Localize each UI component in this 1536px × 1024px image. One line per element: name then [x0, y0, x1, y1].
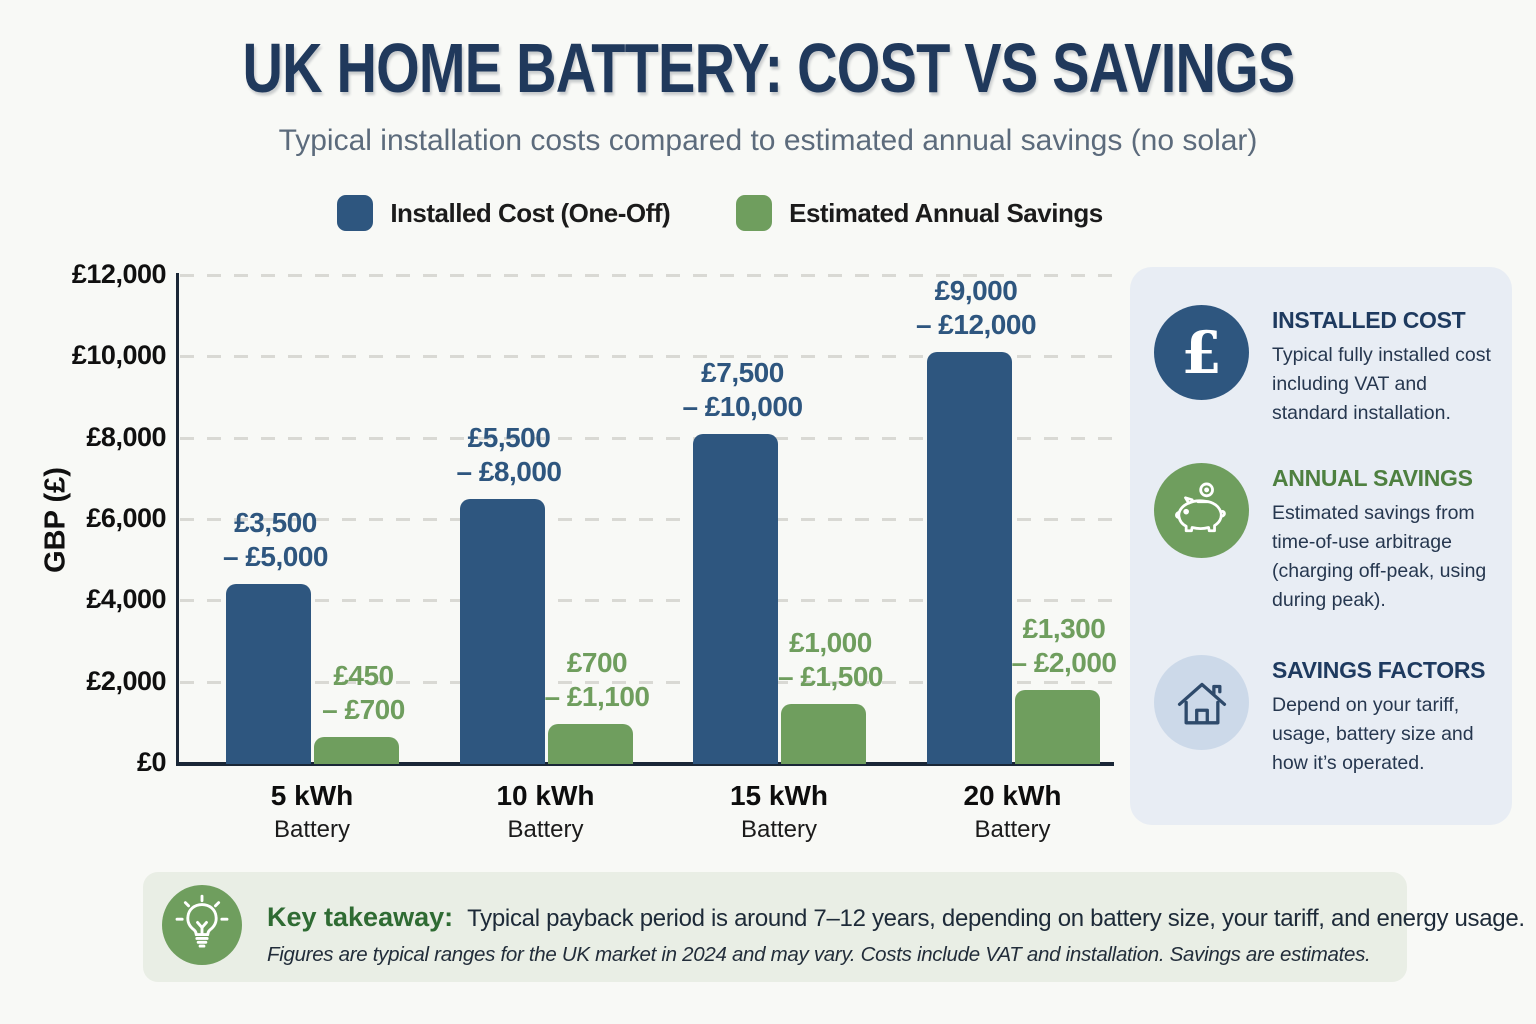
house-icon	[1154, 655, 1249, 750]
y-tick-label: £10,000	[71, 340, 167, 371]
legend-label: Estimated Annual Savings	[789, 197, 1103, 228]
sidebar-item-body: Typical fully installed cost including V…	[1272, 344, 1491, 424]
takeaway-footnote: Figures are typical ranges for the UK ma…	[267, 943, 1371, 966]
sidebar-item-heading: INSTALLED COST	[1272, 307, 1466, 333]
page-title-text: UK HOME BATTERY: COST VS SAVINGS	[242, 29, 1295, 107]
bar-range-label: £450 – £700	[322, 659, 405, 725]
bar-savings-5kWh	[314, 736, 399, 764]
bar-savings-15kWh	[781, 704, 866, 764]
x-axis-label-15kWh: 15 kWh Battery	[679, 780, 879, 844]
takeaway-label: Key takeaway:	[267, 902, 454, 932]
y-tick-label: £2,000	[86, 665, 166, 696]
x-axis-category: 15 kWh	[729, 780, 829, 811]
x-axis-sublabel: Battery	[273, 816, 351, 843]
x-axis-category: 20 kWh	[963, 780, 1062, 811]
sidebar-item-heading: SAVINGS FACTORS	[1272, 657, 1486, 683]
sidebar-item-text: SAVINGS FACTORS Depend on your tariff, us…	[1272, 657, 1498, 778]
y-tick-label: £4,000	[86, 584, 166, 615]
y-tick-label: £0	[136, 747, 167, 777]
y-axis-line	[176, 273, 179, 765]
key-takeaway-box: Key takeaway: Typical payback period is a…	[143, 872, 1525, 982]
bar-range-label: £7,500 – £10,000	[682, 356, 803, 422]
gridline-10000	[180, 355, 1112, 359]
x-axis-sublabel: Battery	[507, 816, 584, 843]
piggy-bank-icon	[1154, 463, 1249, 558]
pound-icon: £	[1154, 305, 1249, 400]
x-axis-label-10kWh: 10 kWh Battery	[446, 780, 646, 844]
y-tick-label: £12,000	[71, 259, 167, 289]
x-axis-sublabel: Battery	[974, 816, 1051, 843]
chart-legend: Installed Cost (One-Off) Estimated Annual…	[0, 195, 1488, 231]
bar-savings-20kWh	[1014, 689, 1100, 764]
x-axis-line	[176, 762, 1114, 766]
sidebar-item-text: INSTALLED COST Typical fully installed co…	[1272, 307, 1498, 428]
gridline-6000	[180, 518, 1112, 521]
bar-cost-20kWh	[926, 352, 1012, 764]
bar-range-label: £3,500 – £5,000	[223, 507, 329, 573]
gridline-8000	[180, 436, 1112, 440]
y-axis-title: GBP (£)	[39, 467, 72, 573]
bar-cost-10kWh	[459, 498, 545, 764]
x-axis-category: 5 kWh	[270, 780, 354, 811]
bar-range-label: £5,500 – £8,000	[456, 421, 563, 487]
gridline-2000	[180, 680, 1112, 684]
lightbulb-icon	[162, 885, 242, 965]
sidebar-item-heading: ANNUAL SAVINGS	[1272, 465, 1473, 491]
sidebar-item-body: Depend on your tariff, usage, battery si…	[1272, 694, 1474, 774]
gridline-4000	[180, 599, 1112, 603]
bar-cost-15kWh	[693, 433, 778, 764]
x-axis-label-20kWh: 20 kWh Battery	[913, 780, 1113, 844]
legend-item-0: Installed Cost (One-Off)	[337, 195, 671, 231]
legend-swatch-icon	[736, 195, 773, 231]
bar-range-label: £700 – £1,100	[544, 647, 651, 713]
takeaway-text: Typical payback period is around 7–12 ye…	[467, 905, 1525, 932]
sidebar-item-text: ANNUAL SAVINGS Estimated savings from tim…	[1272, 465, 1498, 615]
x-axis-label-5kWh: 5 kWh Battery	[212, 780, 412, 844]
page-title: UK HOME BATTERY: COST VS SAVINGS	[0, 28, 1536, 108]
bar-range-label: £1,300 – £2,000	[1011, 612, 1118, 678]
x-axis-category: 10 kWh	[496, 780, 595, 811]
x-axis-sublabel: Battery	[740, 816, 818, 843]
legend-label: Installed Cost (One-Off)	[390, 197, 671, 228]
gridline-12000	[180, 274, 1112, 277]
bar-savings-10kWh	[547, 724, 633, 764]
page-subtitle: Typical installation costs compared to e…	[278, 124, 1258, 157]
sidebar-item-body: Estimated savings from time-of-use arbit…	[1272, 502, 1487, 611]
bar-range-label: £9,000 – £12,000	[915, 275, 1037, 341]
y-tick-label: £8,000	[86, 421, 166, 452]
legend-swatch-icon	[337, 195, 374, 231]
legend-item-1: Estimated Annual Savings	[736, 195, 1103, 231]
info-sidebar: £ INSTALLED COST Typical fully installed c…	[1130, 267, 1512, 825]
bar-range-label: £1,000 – £1,500	[778, 627, 884, 693]
bar-cost-5kWh	[226, 584, 311, 764]
takeaway-line: Key takeaway: Typical payback period is a…	[267, 902, 1525, 933]
y-tick-label: £6,000	[86, 503, 166, 533]
